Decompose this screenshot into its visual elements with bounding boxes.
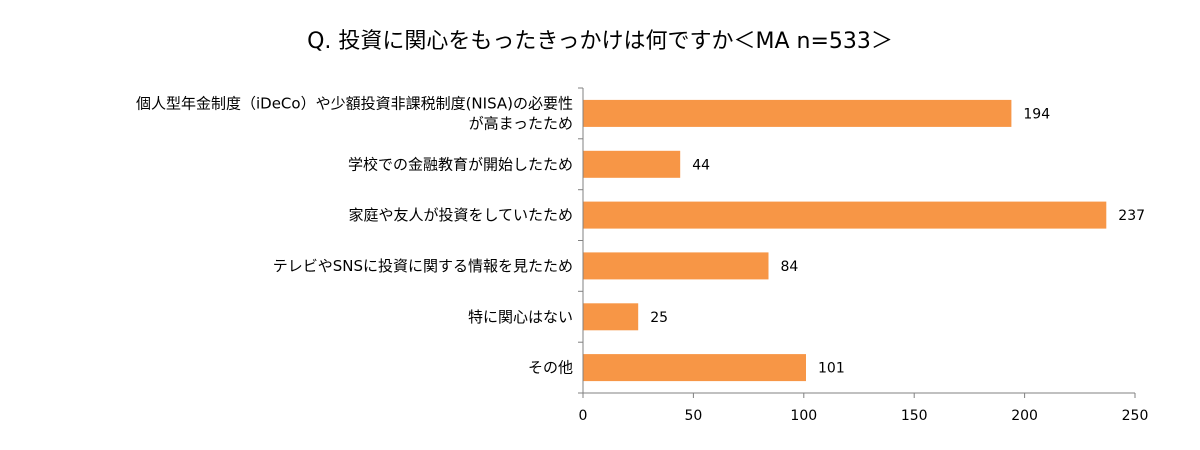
category-label: 特に関心はない: [468, 308, 573, 326]
value-label: 25: [650, 310, 668, 326]
bar: [583, 252, 769, 280]
value-label: 44: [692, 157, 710, 173]
value-label: 84: [781, 259, 799, 275]
bar: [583, 303, 639, 331]
x-tick-label: 100: [790, 408, 817, 424]
category-label: が高まったため: [469, 114, 573, 132]
bar: [583, 99, 1012, 127]
chart-title: Q. 投資に関心をもったきっかけは何ですか＜MA n=533＞: [307, 29, 893, 54]
category-label: その他: [528, 359, 573, 377]
value-label: 194: [1023, 106, 1050, 122]
x-tick-label: 0: [579, 408, 588, 424]
category-label: テレビやSNSに投資に関する情報を見たため: [273, 257, 573, 275]
x-tick-label: 200: [1011, 408, 1038, 424]
x-tick-label: 50: [684, 408, 702, 424]
bars-layer: [583, 99, 1107, 382]
labels-layer: 194 個人型年金制度（iDeCo）や少額投資非課税制度(NISA)の必要性が高ま…: [136, 94, 1148, 424]
value-label: 237: [1118, 208, 1145, 224]
bar: [583, 354, 806, 382]
bar: [583, 201, 1107, 229]
x-tick-label: 150: [901, 408, 928, 424]
bar: [583, 150, 681, 178]
category-label: 個人型年金制度（iDeCo）や少額投資非課税制度(NISA)の必要性: [136, 94, 573, 112]
x-tick-label: 250: [1122, 408, 1149, 424]
category-label: 学校での金融教育が開始したため: [348, 155, 573, 173]
category-label: 家庭や友人が投資をしていたため: [348, 206, 573, 224]
axes: [578, 87, 1136, 398]
value-label: 101: [818, 361, 845, 377]
